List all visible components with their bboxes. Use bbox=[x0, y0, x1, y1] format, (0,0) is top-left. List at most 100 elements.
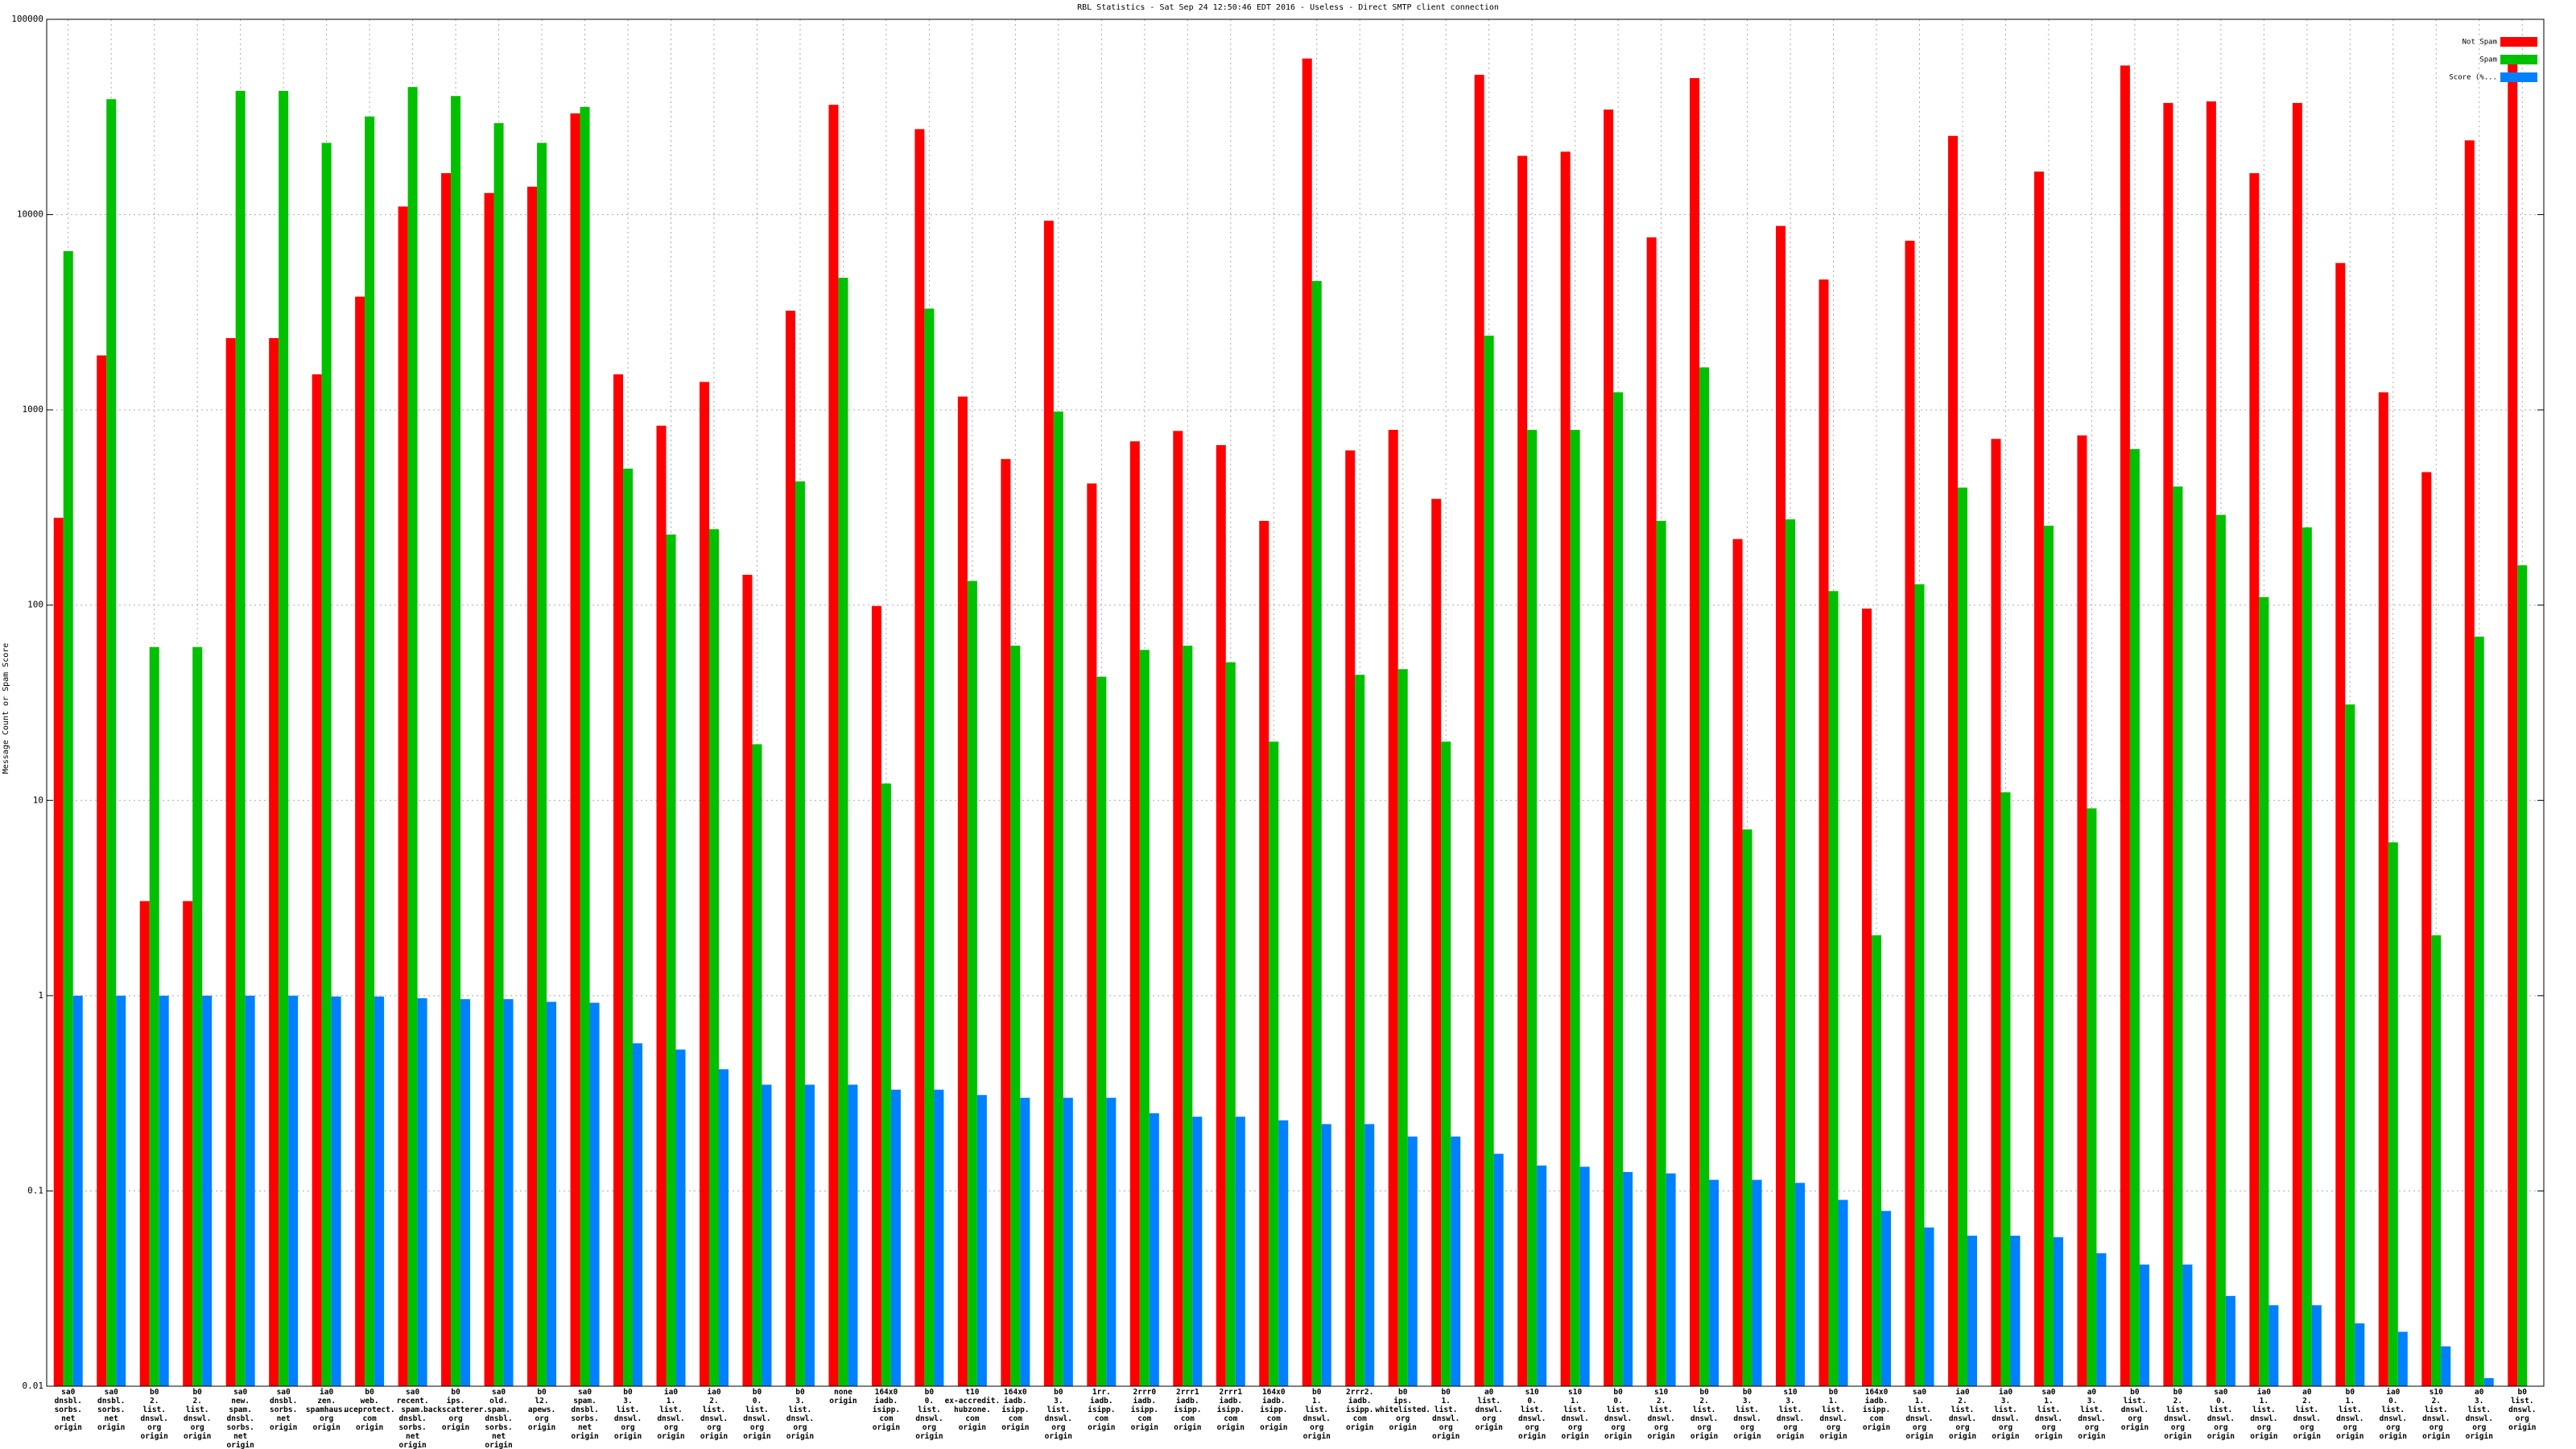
x-tick-label: 2. bbox=[709, 1397, 718, 1406]
bar bbox=[1967, 1236, 1977, 1386]
x-tick-label: origin bbox=[2035, 1432, 2062, 1441]
bar bbox=[2508, 58, 2518, 1387]
x-tick-label: 0. bbox=[1613, 1397, 1622, 1406]
bar bbox=[838, 277, 848, 1386]
x-tick-label: origin bbox=[1561, 1432, 1588, 1441]
bar bbox=[441, 173, 452, 1386]
bar bbox=[1924, 1227, 1934, 1386]
x-tick-label: spamhaus. bbox=[306, 1406, 347, 1414]
x-tick-label: 164x0 bbox=[875, 1388, 898, 1397]
chart-title: RBL Statistics - Sat Sep 24 12:50:46 EDT… bbox=[1077, 3, 1499, 12]
x-tick-label: origin bbox=[1733, 1432, 1761, 1441]
bar bbox=[1173, 431, 1183, 1386]
x-tick-label: dnswl. bbox=[2121, 1406, 2149, 1414]
bar bbox=[407, 87, 418, 1387]
bar bbox=[1451, 1136, 1461, 1386]
x-tick-label: sorbs. bbox=[227, 1423, 254, 1432]
x-tick-label: uceprotect. bbox=[345, 1406, 395, 1414]
bar bbox=[537, 142, 547, 1386]
bar bbox=[159, 995, 169, 1386]
x-tick-label: dnsbl. bbox=[485, 1414, 512, 1423]
x-tick-label: b0 bbox=[192, 1388, 202, 1397]
x-tick-label: dnswl. bbox=[2293, 1414, 2321, 1423]
bar bbox=[1818, 279, 1829, 1387]
x-tick-label: b0 bbox=[753, 1388, 762, 1397]
x-tick-label: ia0 bbox=[707, 1388, 720, 1397]
bar bbox=[1604, 109, 1614, 1387]
x-tick-label: org bbox=[1955, 1423, 1969, 1432]
bar bbox=[149, 646, 159, 1386]
x-tick-label: origin bbox=[442, 1423, 469, 1432]
bar bbox=[828, 105, 839, 1386]
bar bbox=[417, 998, 427, 1386]
x-tick-label: net bbox=[277, 1414, 291, 1423]
x-tick-label: 164x0 bbox=[1004, 1388, 1027, 1397]
x-tick-label: org bbox=[2041, 1423, 2055, 1432]
x-tick-label: backscatterer. bbox=[423, 1406, 488, 1414]
x-tick-label: list. bbox=[1047, 1406, 1071, 1414]
x-tick-label: s10 bbox=[1783, 1388, 1797, 1397]
x-tick-label: hubzone. bbox=[954, 1406, 991, 1414]
bar bbox=[1259, 521, 1269, 1386]
x-tick-label: list. bbox=[2467, 1406, 2491, 1414]
x-tick-label: list. bbox=[745, 1406, 769, 1414]
bar bbox=[570, 113, 580, 1386]
bar bbox=[1579, 1166, 1590, 1386]
bar bbox=[245, 995, 255, 1386]
bar bbox=[589, 1002, 600, 1386]
x-tick-label: org bbox=[1698, 1423, 1711, 1432]
bar bbox=[1474, 74, 1484, 1386]
x-tick-label: org bbox=[2472, 1423, 2486, 1432]
x-tick-label: b0 bbox=[2346, 1388, 2355, 1397]
bar bbox=[1914, 584, 1925, 1386]
x-tick-label: 0. bbox=[2388, 1397, 2397, 1406]
legend-label: Spam bbox=[2479, 56, 2497, 64]
x-tick-label: ia0 bbox=[320, 1388, 333, 1397]
bar bbox=[365, 116, 375, 1386]
bar bbox=[547, 1001, 557, 1386]
y-tick-label: 0.01 bbox=[23, 1381, 44, 1391]
x-tick-label: list. bbox=[1951, 1406, 1975, 1414]
x-tick-label: 0. bbox=[753, 1397, 762, 1406]
x-tick-label: net bbox=[578, 1423, 592, 1432]
x-tick-label: ia0 bbox=[664, 1388, 678, 1397]
bar bbox=[1905, 241, 1915, 1386]
x-tick-label: 164x0 bbox=[1865, 1388, 1889, 1397]
x-tick-label: com bbox=[1267, 1414, 1281, 1423]
x-tick-label: 2rrr2. bbox=[1346, 1388, 1373, 1397]
bar bbox=[934, 1089, 944, 1386]
bar bbox=[1646, 237, 1657, 1386]
x-tick-label: origin bbox=[2380, 1432, 2407, 1441]
x-tick-label: org bbox=[1654, 1423, 1668, 1432]
x-tick-label: origin bbox=[2422, 1432, 2450, 1441]
x-tick-label: list. bbox=[186, 1406, 209, 1414]
bar bbox=[2053, 1236, 2063, 1386]
x-tick-label: iadb. bbox=[1090, 1397, 1113, 1406]
bar bbox=[1345, 450, 1356, 1386]
bar bbox=[752, 744, 762, 1386]
x-tick-label: dnswl. bbox=[2035, 1414, 2062, 1423]
x-tick-label: origin bbox=[614, 1432, 642, 1441]
x-tick-label: new. bbox=[231, 1397, 250, 1406]
bar bbox=[718, 1069, 729, 1386]
x-tick-label: list. bbox=[2166, 1406, 2190, 1414]
x-tick-label: 3. bbox=[2475, 1397, 2483, 1406]
x-tick-label: b0 bbox=[1699, 1388, 1709, 1397]
bar bbox=[2259, 597, 2269, 1386]
x-tick-label: dnswl. bbox=[141, 1414, 168, 1423]
bar bbox=[1484, 335, 1494, 1387]
bar bbox=[2397, 1331, 2408, 1386]
bar bbox=[708, 529, 719, 1386]
x-tick-label: iadb. bbox=[875, 1397, 898, 1406]
x-tick-label: list. bbox=[1305, 1406, 1328, 1414]
x-tick-label: sorbs. bbox=[398, 1423, 426, 1432]
x-tick-label: 2rrr1 bbox=[1219, 1388, 1242, 1397]
bar bbox=[1321, 1124, 1331, 1386]
x-tick-label: list. bbox=[2252, 1406, 2276, 1414]
x-tick-label: list. bbox=[918, 1406, 941, 1414]
bar bbox=[2077, 435, 2087, 1386]
legend-swatch bbox=[2500, 55, 2537, 64]
bar bbox=[2225, 1295, 2235, 1386]
bar bbox=[527, 186, 538, 1386]
x-tick-label: org bbox=[2257, 1423, 2271, 1432]
